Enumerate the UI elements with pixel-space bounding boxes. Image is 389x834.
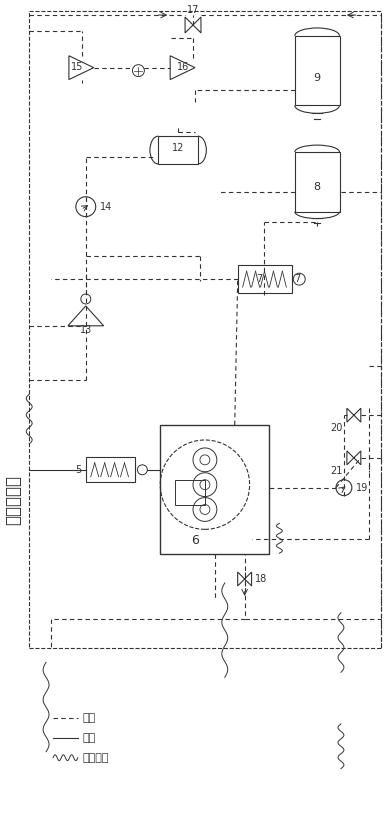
Text: 13: 13 — [80, 324, 92, 334]
Text: 21: 21 — [330, 465, 342, 475]
Text: 螺旋送料: 螺旋送料 — [83, 753, 109, 763]
Bar — [160, 425, 270, 554]
Text: 9: 9 — [314, 73, 321, 83]
Bar — [295, 36, 340, 105]
Bar — [238, 265, 292, 293]
Text: 12: 12 — [172, 143, 184, 153]
Text: 气体: 气体 — [83, 733, 96, 743]
Text: 14: 14 — [100, 202, 112, 212]
Text: 7: 7 — [256, 274, 263, 284]
Text: 6: 6 — [191, 535, 199, 547]
Text: 20: 20 — [330, 423, 342, 433]
Text: 8: 8 — [314, 182, 321, 192]
Text: 释能: 释能 — [83, 713, 96, 723]
Bar — [175, 480, 205, 505]
Text: 19: 19 — [356, 483, 368, 493]
Text: 释能流程图: 释能流程图 — [4, 475, 22, 525]
Text: 18: 18 — [254, 574, 267, 584]
Bar — [295, 152, 340, 212]
Text: 7: 7 — [294, 274, 300, 284]
Bar — [86, 457, 135, 482]
Text: 5: 5 — [75, 465, 81, 475]
Text: 15: 15 — [71, 62, 83, 72]
Text: 16: 16 — [177, 62, 189, 72]
Bar — [158, 136, 198, 164]
Text: 17: 17 — [187, 5, 199, 15]
Bar — [29, 11, 381, 649]
